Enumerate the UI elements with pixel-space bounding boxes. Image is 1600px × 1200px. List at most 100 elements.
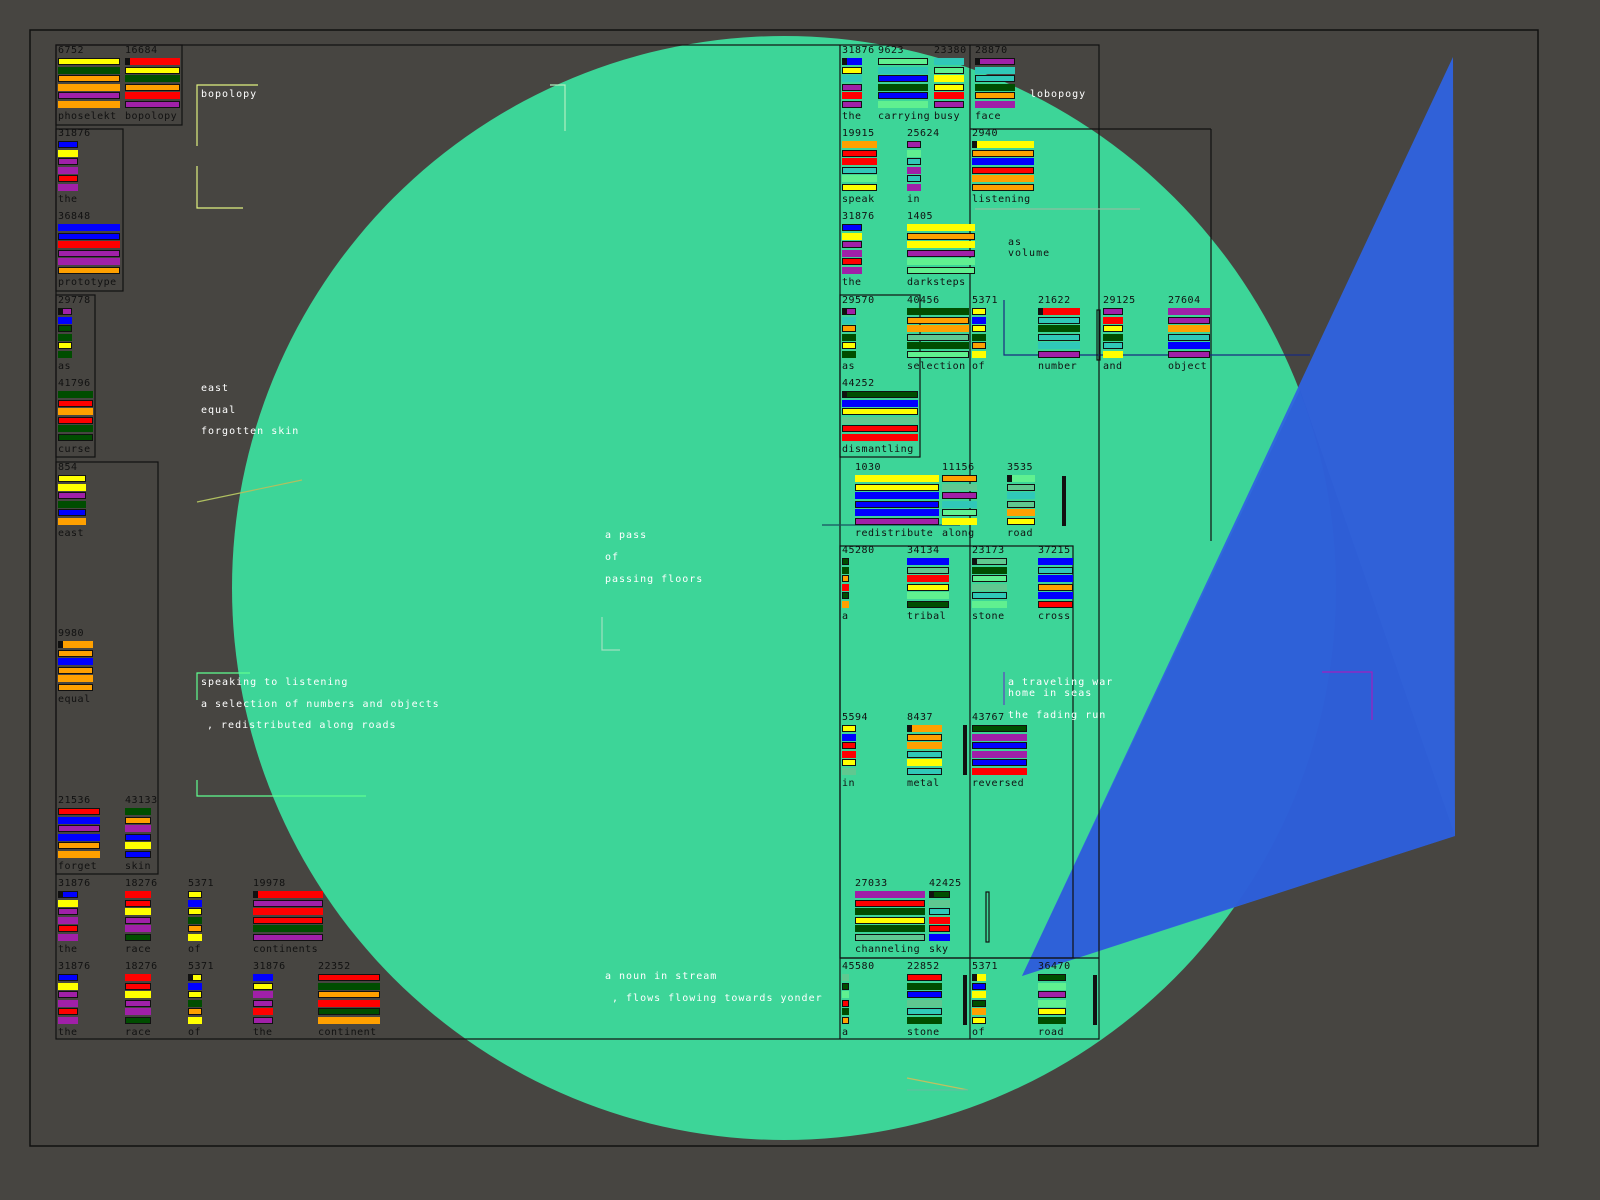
glyph-number: 22852 xyxy=(907,961,940,972)
glyph-word: a xyxy=(842,1027,849,1038)
glyph-bar xyxy=(975,83,1015,91)
glyph-number: 5371 xyxy=(188,878,215,889)
phrase-text: volume xyxy=(1008,248,1051,259)
glyph-word: tribal xyxy=(907,611,947,622)
glyph-bar xyxy=(253,1008,273,1016)
glyph-bar xyxy=(1038,601,1073,608)
glyph-bar xyxy=(907,733,942,741)
glyph-bar xyxy=(972,325,986,333)
glyph-bar xyxy=(878,101,928,108)
glyph-number: 5594 xyxy=(842,712,869,723)
glyph-bar xyxy=(842,416,918,424)
glyph-bar xyxy=(842,232,862,240)
glyph-word: phoselekt xyxy=(58,111,117,122)
glyph-bar xyxy=(842,601,849,608)
phrase-text: the fading run xyxy=(1008,710,1107,721)
glyph-bar xyxy=(1038,974,1066,981)
glyph-bar xyxy=(855,934,925,941)
glyph-bar xyxy=(253,891,323,898)
glyph-word: race xyxy=(125,944,152,955)
glyph-number: 23380 xyxy=(934,45,967,56)
glyph-word: bopolopy xyxy=(125,111,178,122)
glyph-bar xyxy=(58,649,93,657)
glyph-bar xyxy=(855,908,925,916)
glyph-bar xyxy=(907,750,942,758)
glyph-bar xyxy=(842,425,918,433)
glyph-word: road xyxy=(1038,1027,1065,1038)
glyph-word: cross xyxy=(1038,611,1071,622)
glyph-bar xyxy=(1007,483,1035,491)
glyph-bar xyxy=(972,991,986,999)
glyph-bar xyxy=(842,558,849,565)
glyph-word: a xyxy=(842,611,849,622)
glyph-word: carrying xyxy=(878,111,931,122)
glyph-bar xyxy=(1103,325,1123,333)
glyph-bar xyxy=(907,184,921,191)
glyph-bar xyxy=(972,158,1034,166)
glyph-bar xyxy=(934,83,964,91)
glyph-bar xyxy=(188,982,202,990)
glyph-bar xyxy=(1038,592,1073,600)
glyph-bar xyxy=(58,351,72,358)
glyph-bar xyxy=(58,982,78,990)
glyph-bar xyxy=(253,991,273,999)
glyph-number: 16684 xyxy=(125,45,158,56)
glyph-number: 21536 xyxy=(58,795,91,806)
glyph-bar xyxy=(929,891,950,898)
glyph-bar xyxy=(188,1008,202,1016)
glyph-bar xyxy=(318,974,380,981)
glyph-number: 854 xyxy=(58,462,78,473)
glyph-word: the xyxy=(253,1027,273,1038)
glyph-bar xyxy=(855,891,925,898)
glyph-bar xyxy=(58,833,100,841)
glyph-bar xyxy=(907,991,942,999)
glyph-bar xyxy=(972,982,986,990)
glyph-number: 29570 xyxy=(842,295,875,306)
glyph-word: the xyxy=(58,944,78,955)
glyph-bar xyxy=(253,934,323,941)
glyph-bar xyxy=(188,891,202,898)
glyph-bar xyxy=(972,768,1027,775)
glyph-word: along xyxy=(942,528,975,539)
glyph-bar xyxy=(934,66,964,74)
glyph-bar xyxy=(842,351,856,358)
glyph-bar xyxy=(125,83,180,91)
glyph-number: 8437 xyxy=(907,712,934,723)
glyph-number: 9980 xyxy=(58,628,85,639)
glyph-bar xyxy=(58,224,120,231)
glyph-bar xyxy=(58,675,93,683)
glyph-bar xyxy=(125,833,151,841)
glyph-bar xyxy=(58,325,72,333)
glyph-bar xyxy=(253,982,273,990)
glyph-bar xyxy=(907,333,969,341)
glyph-bar xyxy=(842,725,856,732)
phrase-text: lobopogy xyxy=(1030,89,1087,100)
glyph-word: and xyxy=(1103,361,1123,372)
glyph-number: 31876 xyxy=(58,128,91,139)
glyph-bar xyxy=(855,916,925,924)
glyph-bar xyxy=(855,899,925,907)
glyph-bar xyxy=(842,991,849,999)
glyph-bar xyxy=(1168,351,1210,358)
glyph-bar xyxy=(972,184,1034,191)
glyph-bar xyxy=(58,908,78,916)
glyph-bar xyxy=(318,999,380,1007)
glyph-bar xyxy=(972,316,986,324)
glyph-number: 1405 xyxy=(907,211,934,222)
glyph-bar xyxy=(842,92,862,100)
glyph-number: 31876 xyxy=(842,211,875,222)
glyph-number: 11156 xyxy=(942,462,975,473)
glyph-bar xyxy=(934,92,964,100)
glyph-bar xyxy=(58,991,78,999)
glyph-bar xyxy=(972,1008,986,1016)
glyph-number: 45580 xyxy=(842,961,875,972)
glyph-bar xyxy=(58,83,120,91)
glyph-bar xyxy=(972,558,1007,565)
glyph-bar xyxy=(907,241,975,249)
glyph-word: number xyxy=(1038,361,1078,372)
glyph-bar xyxy=(842,83,862,91)
glyph-bar xyxy=(842,166,877,174)
glyph-bar xyxy=(125,66,180,74)
glyph-bar xyxy=(842,1017,849,1024)
